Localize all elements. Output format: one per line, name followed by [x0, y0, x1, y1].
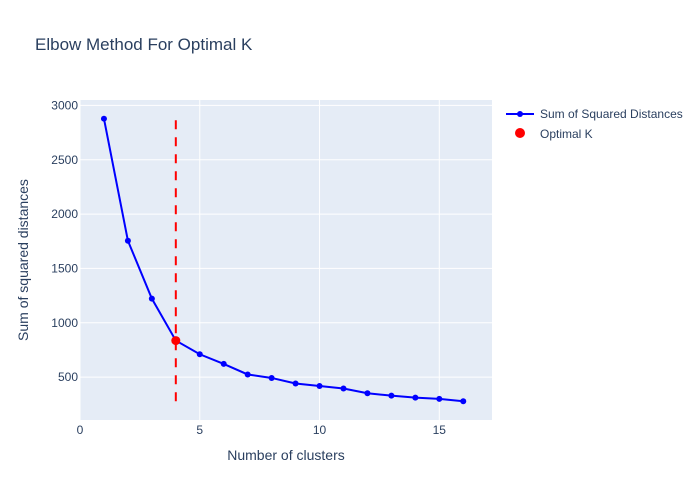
data-point[interactable] [460, 398, 467, 405]
data-point[interactable] [340, 385, 347, 392]
data-point[interactable] [292, 380, 299, 387]
chart-title: Elbow Method For Optimal K [35, 35, 253, 54]
data-point[interactable] [316, 382, 323, 389]
data-point[interactable] [196, 351, 203, 358]
x-tick-label: 5 [196, 423, 203, 437]
grid-lines [79, 100, 492, 420]
y-tick-label: 1500 [51, 261, 78, 275]
legend-item-optimal-k[interactable]: Optimal K [515, 127, 593, 141]
legend-label-optimal-k: Optimal K [540, 127, 593, 141]
optimal-k-point[interactable] [171, 336, 181, 346]
series [100, 115, 467, 405]
y-tick-label: 2000 [51, 207, 78, 221]
y-axis-title: Sum of squared distances [15, 179, 31, 341]
data-point[interactable] [364, 390, 371, 397]
x-tick-label: 15 [433, 423, 447, 437]
y-tick-label: 3000 [51, 98, 78, 112]
x-tick-label: 0 [77, 423, 84, 437]
legend[interactable]: Sum of Squared Distances Optimal K [506, 107, 683, 141]
legend-marker-swatch [515, 128, 525, 138]
legend-label-sum-of-squared-distances: Sum of Squared Distances [540, 107, 683, 121]
data-point[interactable] [412, 394, 419, 401]
data-point[interactable] [148, 295, 155, 302]
data-point[interactable] [268, 374, 275, 381]
x-axis-ticks: 0 5 10 15 [77, 423, 447, 437]
data-point[interactable] [124, 237, 131, 244]
data-point[interactable] [244, 371, 251, 378]
y-tick-label: 1000 [51, 316, 78, 330]
data-point[interactable] [100, 115, 107, 122]
y-axis-ticks: 500 1000 1500 2000 2500 3000 [51, 98, 78, 384]
legend-marker-swatch [517, 111, 523, 117]
series-line-sum-of-squared-distances [102, 118, 464, 403]
data-point[interactable] [388, 392, 395, 399]
plot-area [80, 100, 492, 420]
data-point[interactable] [436, 395, 443, 402]
x-axis-title: Number of clusters [227, 447, 344, 463]
y-tick-label: 2500 [51, 153, 78, 167]
x-tick-label: 10 [313, 423, 327, 437]
data-point[interactable] [220, 360, 227, 367]
y-tick-label: 500 [58, 370, 78, 384]
legend-item-sum-of-squared-distances[interactable]: Sum of Squared Distances [506, 107, 683, 121]
